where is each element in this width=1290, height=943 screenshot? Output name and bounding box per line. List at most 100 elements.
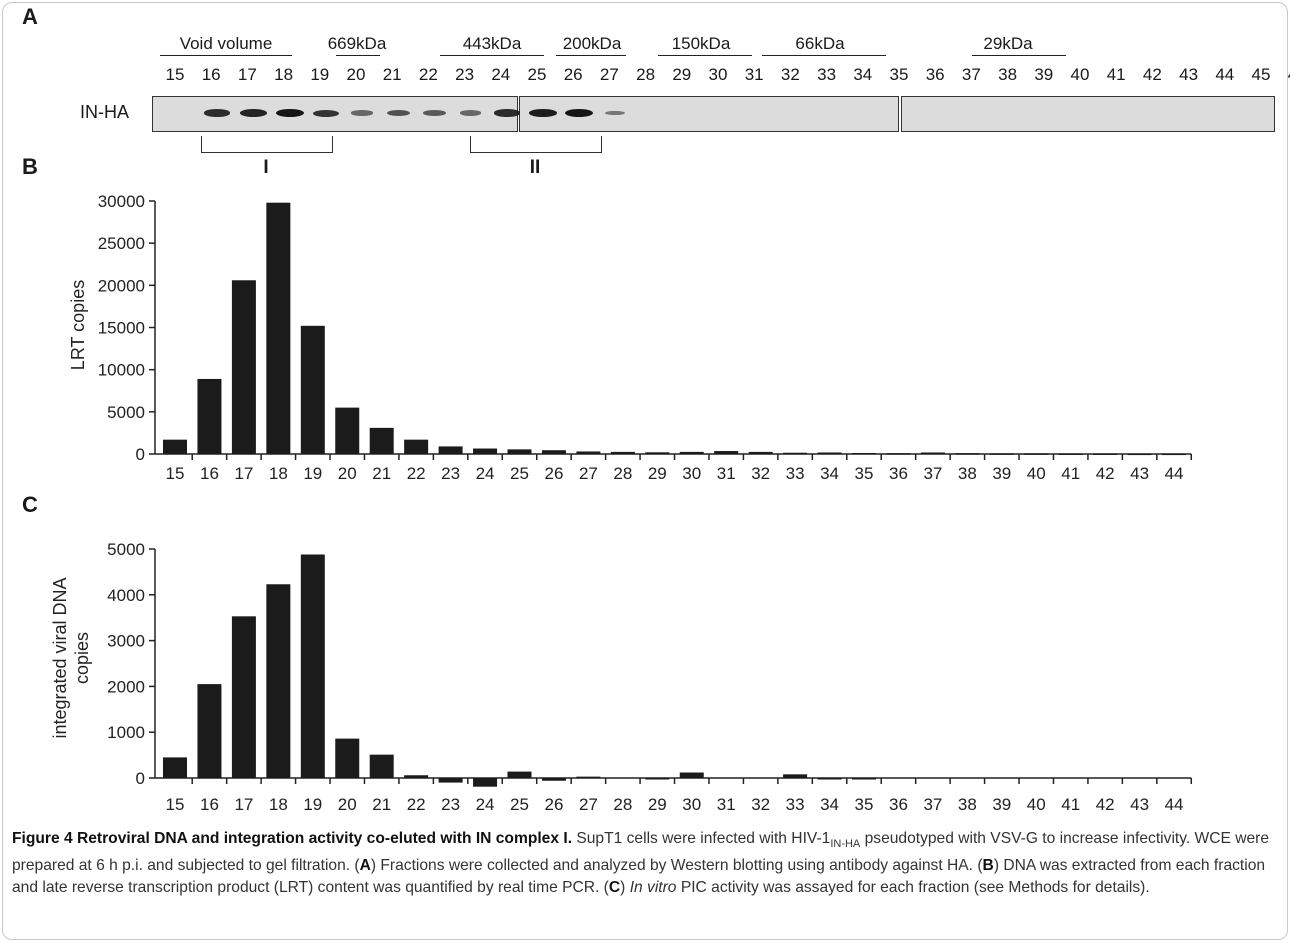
- fraction-label: 21: [382, 65, 402, 84]
- marker-29kda: 29kDa: [983, 34, 1033, 53]
- bar: [473, 448, 498, 454]
- bar: [507, 449, 532, 454]
- x-tick-label: 29: [648, 464, 667, 483]
- x-tick-label: 39: [992, 795, 1011, 814]
- y-tick-label: 25000: [98, 234, 145, 253]
- bar: [404, 775, 429, 778]
- bar: [610, 451, 635, 454]
- y-axis-label: copies: [72, 632, 92, 684]
- fraction-label: 37: [961, 65, 981, 84]
- bar: [886, 453, 911, 455]
- marker-150kda: 150kDa: [671, 34, 731, 53]
- bar: [714, 451, 739, 454]
- y-tick-label: 0: [136, 445, 145, 464]
- x-tick-label: 27: [579, 464, 598, 483]
- y-axis-label: integrated viral DNA: [50, 577, 70, 738]
- bar: [231, 616, 256, 778]
- bar: [163, 757, 187, 778]
- fraction-label: 16: [201, 65, 221, 84]
- x-tick-label: 24: [476, 795, 495, 814]
- x-tick-label: 26: [544, 464, 563, 483]
- fraction-label: 30: [708, 65, 728, 84]
- y-tick-label: 0: [136, 769, 145, 788]
- fraction-label: 32: [780, 65, 800, 84]
- y-tick-label: 5000: [107, 403, 145, 422]
- x-tick-label: 16: [200, 464, 219, 483]
- fraction-label: 46: [1288, 65, 1290, 85]
- fraction-label: 17: [237, 65, 257, 84]
- blot-band: [204, 109, 231, 117]
- caption-text-1: SupT1 cells were infected with HIV-1: [572, 830, 831, 847]
- fraction-label: 45: [1251, 65, 1271, 84]
- blot-band: [351, 110, 373, 116]
- marker-line-66: [762, 55, 886, 56]
- caption-subscript: IN-HA: [830, 838, 861, 851]
- x-tick-label: 22: [407, 795, 426, 814]
- x-tick-label: 39: [992, 464, 1011, 483]
- caption-ref-b: B: [982, 857, 994, 875]
- bar: [679, 451, 704, 454]
- marker-line-void: [160, 55, 292, 56]
- bracket-group-i: [201, 136, 333, 153]
- x-tick-label: 37: [923, 464, 942, 483]
- bracket-group-ii: [470, 136, 602, 153]
- x-tick-label: 22: [407, 464, 426, 483]
- fraction-label: 26: [563, 65, 583, 84]
- x-tick-label: 25: [510, 795, 529, 814]
- x-tick-label: 19: [303, 464, 322, 483]
- blot-band: [605, 110, 626, 116]
- x-tick-label: 18: [269, 464, 288, 483]
- bar: [541, 778, 566, 781]
- blot-band: [386, 110, 410, 116]
- y-tick-label: 3000: [107, 632, 145, 651]
- x-tick-label: 40: [1027, 464, 1046, 483]
- fraction-label: 20: [346, 65, 366, 84]
- bar: [955, 453, 980, 455]
- x-tick-label: 38: [958, 464, 977, 483]
- x-tick-label: 21: [372, 464, 391, 483]
- marker-200kda: 200kDa: [562, 34, 622, 53]
- fraction-label: 36: [925, 65, 945, 84]
- blot-band: [275, 109, 304, 117]
- bar: [1024, 453, 1049, 455]
- y-tick-label: 20000: [98, 276, 145, 295]
- bar: [576, 451, 601, 454]
- marker-669kda: 669kDa: [327, 34, 387, 53]
- x-tick-label: 41: [1061, 795, 1080, 814]
- x-tick-label: 15: [166, 464, 185, 483]
- bar: [989, 453, 1014, 455]
- x-tick-label: 36: [889, 795, 908, 814]
- x-tick-label: 37: [923, 795, 942, 814]
- y-axis-label: LRT copies: [68, 280, 88, 370]
- x-tick-label: 42: [1096, 464, 1115, 483]
- blot-band: [493, 109, 520, 117]
- group-label-ii: II: [529, 157, 541, 178]
- x-tick-label: 31: [717, 795, 736, 814]
- bar: [1093, 453, 1118, 455]
- x-tick-label: 20: [338, 464, 357, 483]
- x-tick-label: 33: [786, 464, 805, 483]
- y-tick-label: 15000: [98, 319, 145, 338]
- x-tick-label: 42: [1096, 795, 1115, 814]
- fraction-label: 44: [1215, 65, 1235, 84]
- bar: [369, 427, 394, 454]
- x-tick-label: 35: [855, 464, 874, 483]
- caption-title: Figure 4 Retroviral DNA and integration …: [12, 830, 573, 847]
- x-tick-label: 35: [855, 795, 874, 814]
- panel-label-a: A: [22, 4, 38, 29]
- x-tick-label: 43: [1130, 464, 1149, 483]
- bar: [266, 584, 291, 778]
- bar: [1162, 453, 1187, 456]
- x-tick-label: 44: [1165, 795, 1184, 814]
- fraction-label: 24: [491, 65, 511, 84]
- fraction-label: 43: [1179, 65, 1199, 84]
- fraction-label: 42: [1142, 65, 1162, 84]
- bar: [197, 378, 222, 454]
- fraction-label: 41: [1106, 65, 1126, 84]
- x-tick-label: 21: [372, 795, 391, 814]
- bar: [438, 446, 463, 454]
- blot-band: [565, 109, 594, 117]
- bar: [852, 452, 876, 455]
- caption-text-3: ) Fractions were collected and analyzed …: [370, 857, 983, 875]
- x-tick-label: 18: [269, 795, 288, 814]
